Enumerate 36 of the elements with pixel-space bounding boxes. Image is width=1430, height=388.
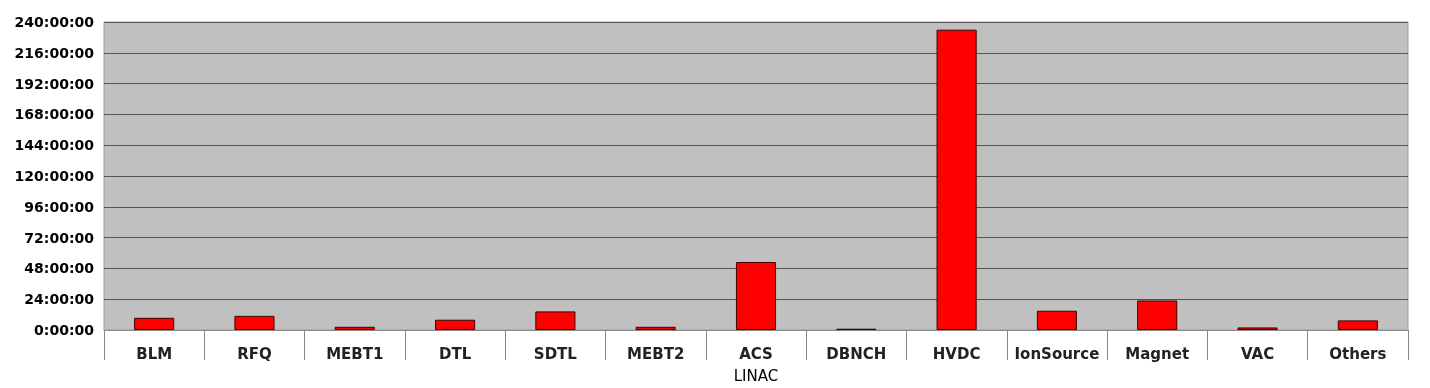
x-tick-label: IonSource: [1014, 344, 1100, 363]
bar: [735, 261, 777, 330]
x-tick-label: DBNCH: [826, 344, 887, 363]
x-tick-label: MEBT1: [326, 344, 384, 363]
y-tick-label: 96:00:00: [24, 198, 95, 215]
bar: [234, 315, 275, 330]
bar: [1137, 300, 1178, 330]
bar: [134, 317, 175, 330]
bar: [334, 326, 375, 330]
x-tick-label: HVDC: [932, 344, 981, 363]
x-tick-label: SDTL: [533, 344, 578, 363]
x-tick-label: Others: [1329, 344, 1387, 363]
x-tick-label: RFQ: [237, 344, 272, 363]
x-tick-label: MEBT2: [627, 344, 685, 363]
y-tick-label: 72:00:00: [24, 229, 95, 246]
bar: [936, 29, 977, 330]
x-tick-label: DTL: [438, 344, 472, 363]
bar: [535, 311, 576, 330]
x-axis-title: LINAC: [733, 366, 779, 385]
y-tick-label: 192:00:00: [14, 75, 95, 92]
y-tick-label: 216:00:00: [14, 44, 95, 61]
y-tick-label: 144:00:00: [14, 137, 95, 154]
y-tick-label: 120:00:00: [14, 168, 95, 184]
bar: [1036, 310, 1077, 330]
y-tick-label: 24:00:00: [24, 291, 95, 308]
x-tick-label: ACS: [739, 344, 773, 363]
bar: [1337, 320, 1378, 330]
y-tick-label: 168:00:00: [14, 106, 95, 123]
x-tick-label: VAC: [1240, 344, 1275, 363]
y-tick-label: 0:00:00: [34, 322, 95, 338]
x-tick-label: Magnet: [1125, 344, 1190, 363]
bar: [635, 326, 676, 330]
bar: [435, 319, 476, 330]
y-tick-label: 240:00:00: [14, 14, 95, 30]
y-tick-label: 48:00:00: [24, 260, 95, 277]
x-tick-label: BLM: [136, 344, 173, 363]
